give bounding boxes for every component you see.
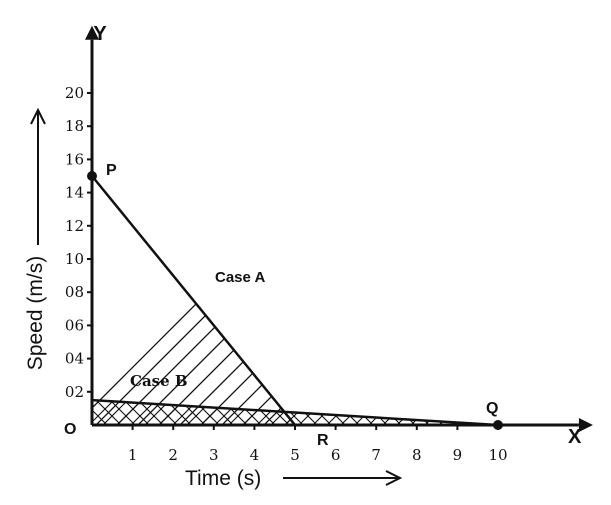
- hatch-line: [606, 0, 611, 500]
- hatch-line: [92, 400, 253, 425]
- hatch-line: [92, 400, 379, 425]
- hatch-line: [153, 400, 498, 425]
- point-r-label: R: [317, 432, 329, 449]
- x-tick-label: 2: [168, 446, 178, 464]
- case-a-label: Case A: [215, 269, 265, 286]
- hatch-line: [97, 400, 498, 425]
- hatch-line: [92, 400, 365, 425]
- y-tick-label: 06: [65, 316, 84, 334]
- y-tick-label: 02: [65, 383, 84, 401]
- x-axis-letter: X: [568, 426, 582, 448]
- origin-label: O: [64, 421, 76, 438]
- x-tick-label: 4: [250, 446, 260, 464]
- hatch-line: [125, 400, 498, 425]
- x-tick-group: 1 2 3 4 5 6 7 8 9 10: [128, 425, 508, 464]
- hatch-line: [602, 0, 611, 500]
- case-b-label: Case B: [130, 372, 188, 390]
- point-p-dot: [87, 171, 97, 181]
- hatch-line: [146, 176, 295, 425]
- hatch-line: [92, 400, 498, 425]
- hatch-line: [92, 400, 281, 425]
- hatch-line: [92, 176, 295, 425]
- point-group: P Q R: [87, 162, 503, 449]
- y-tick-label: 10: [65, 250, 84, 268]
- y-axis-title: Speed (m/s): [24, 256, 47, 370]
- hatch-line: [181, 400, 498, 425]
- y-title-arrowhead: [30, 107, 46, 125]
- x-axis-arrowhead: [578, 418, 593, 432]
- hatch-line: [592, 0, 611, 500]
- hatch-line: [92, 400, 267, 425]
- hatch-line: [195, 400, 498, 425]
- case-b-line: [91, 398, 499, 427]
- hatch-line: [92, 400, 351, 425]
- point-p-label: P: [106, 162, 117, 179]
- y-axis-arrowhead: [85, 25, 99, 40]
- hatch-line: [92, 400, 498, 425]
- hatch-line: [0, 0, 56, 500]
- point-q-label: Q: [486, 400, 498, 417]
- hatch-line: [92, 400, 183, 425]
- x-tick-label: 10: [488, 446, 507, 464]
- hatch-line: [92, 400, 421, 425]
- x-tick-label: 3: [209, 446, 219, 464]
- hatch-line: [167, 400, 498, 425]
- hatch-line: [92, 400, 225, 425]
- y-tick-label: 12: [65, 217, 84, 235]
- hatch-line: [209, 400, 498, 425]
- x-tick-label: 9: [453, 446, 463, 464]
- y-tick-label: 16: [65, 150, 84, 168]
- hatch-line: [92, 400, 309, 425]
- hatch-line: [92, 400, 498, 425]
- y-axis-letter: Y: [93, 23, 107, 45]
- x-tick-label: 1: [128, 446, 138, 464]
- hatch-line: [0, 0, 42, 500]
- hatch-line: [111, 400, 498, 425]
- y-tick-group: 02 04 06 08 10 12 14 16 18 20: [65, 84, 92, 401]
- hatch-line: [92, 400, 337, 425]
- hatch-line: [92, 400, 393, 425]
- hatch-line: [92, 400, 323, 425]
- point-q-dot: [493, 420, 503, 430]
- hatch-line: [92, 400, 498, 425]
- hatch-line: [92, 400, 498, 425]
- hatch-line: [92, 400, 239, 425]
- x-tick-label: 6: [331, 446, 341, 464]
- hatch-line: [92, 400, 295, 425]
- y-tick-label: 04: [65, 350, 84, 368]
- case-a-line: [91, 175, 296, 426]
- hatch-line: [92, 400, 197, 425]
- x-axis-title: Time (s): [185, 467, 261, 490]
- y-tick-label: 20: [65, 84, 84, 102]
- hatch-line: [223, 400, 498, 425]
- hatch-line: [188, 176, 295, 425]
- hatch-line: [0, 0, 28, 500]
- hatch-line: [237, 400, 498, 425]
- x-tick-label: 7: [371, 446, 381, 464]
- hatch-line: [139, 400, 498, 425]
- hatch-line: [92, 400, 407, 425]
- hatch-line: [92, 400, 498, 425]
- hatch-line: [0, 0, 70, 500]
- y-tick-label: 18: [65, 117, 84, 135]
- hatch-line: [92, 400, 211, 425]
- x-title-arrowhead: [385, 470, 403, 486]
- hatch-line: [104, 176, 295, 425]
- y-tick-label: 08: [65, 283, 84, 301]
- hatch-line: [251, 400, 498, 425]
- x-tick-label: 5: [290, 446, 300, 464]
- x-tick-label: 8: [412, 446, 422, 464]
- hatch-line: [0, 0, 14, 500]
- y-tick-label: 14: [65, 184, 84, 202]
